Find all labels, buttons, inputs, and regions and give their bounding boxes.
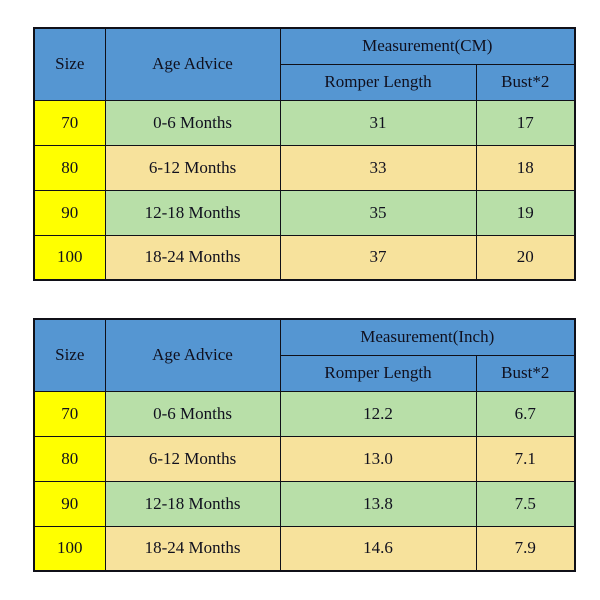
column-group-measurement-cm: Measurement(CM) xyxy=(279,27,576,65)
bust-value: 19 xyxy=(475,189,576,236)
column-header-romper-length: Romper Length xyxy=(279,63,477,101)
length-value: 31 xyxy=(279,99,477,146)
bust-value: 7.9 xyxy=(475,525,576,572)
table-row: 70 0-6 Months 31 17 xyxy=(33,99,576,146)
age-value: 12-18 Months xyxy=(104,480,281,527)
header-row-group: Size Age Advice Measurement(Inch) xyxy=(33,318,576,392)
bust-value: 7.5 xyxy=(475,480,576,527)
column-header-bust: Bust*2 xyxy=(475,63,576,101)
table-row: 100 18-24 Months 14.6 7.9 xyxy=(33,525,576,572)
column-header-age-advice: Age Advice xyxy=(104,27,281,101)
length-value: 12.2 xyxy=(279,390,477,437)
age-value: 18-24 Months xyxy=(104,234,281,281)
length-value: 35 xyxy=(279,189,477,236)
column-header-bust: Bust*2 xyxy=(475,354,576,392)
bust-value: 20 xyxy=(475,234,576,281)
size-chart-table-inch: Size Age Advice Measurement(Inch) Romper… xyxy=(33,318,576,572)
age-value: 18-24 Months xyxy=(104,525,281,572)
bust-value: 6.7 xyxy=(475,390,576,437)
bust-value: 7.1 xyxy=(475,435,576,482)
age-value: 12-18 Months xyxy=(104,189,281,236)
age-value: 6-12 Months xyxy=(104,144,281,191)
age-value: 0-6 Months xyxy=(104,390,281,437)
length-value: 37 xyxy=(279,234,477,281)
table-row: 80 6-12 Months 33 18 xyxy=(33,144,576,191)
bust-value: 18 xyxy=(475,144,576,191)
length-value: 13.8 xyxy=(279,480,477,527)
size-value: 80 xyxy=(33,144,106,191)
table-row: 80 6-12 Months 13.0 7.1 xyxy=(33,435,576,482)
header-row-group: Size Age Advice Measurement(CM) xyxy=(33,27,576,101)
size-chart-table-cm: Size Age Advice Measurement(CM) Romper L… xyxy=(33,27,576,281)
column-header-age-advice: Age Advice xyxy=(104,318,281,392)
age-value: 0-6 Months xyxy=(104,99,281,146)
bust-value: 17 xyxy=(475,99,576,146)
size-value: 100 xyxy=(33,525,106,572)
length-value: 14.6 xyxy=(279,525,477,572)
length-value: 13.0 xyxy=(279,435,477,482)
column-header-romper-length: Romper Length xyxy=(279,354,477,392)
header-row-sub: Romper Length Bust*2 xyxy=(34,63,576,101)
table-row: 70 0-6 Months 12.2 6.7 xyxy=(33,390,576,437)
size-value: 90 xyxy=(33,189,106,236)
table-row: 100 18-24 Months 37 20 xyxy=(33,234,576,281)
size-value: 70 xyxy=(33,390,106,437)
size-value: 100 xyxy=(33,234,106,281)
size-value: 90 xyxy=(33,480,106,527)
table-row: 90 12-18 Months 35 19 xyxy=(33,189,576,236)
length-value: 33 xyxy=(279,144,477,191)
table-row: 90 12-18 Months 13.8 7.5 xyxy=(33,480,576,527)
column-group-measurement-inch: Measurement(Inch) xyxy=(279,318,576,356)
size-value: 80 xyxy=(33,435,106,482)
size-value: 70 xyxy=(33,99,106,146)
column-header-size: Size xyxy=(33,318,106,392)
age-value: 6-12 Months xyxy=(104,435,281,482)
column-header-size: Size xyxy=(33,27,106,101)
